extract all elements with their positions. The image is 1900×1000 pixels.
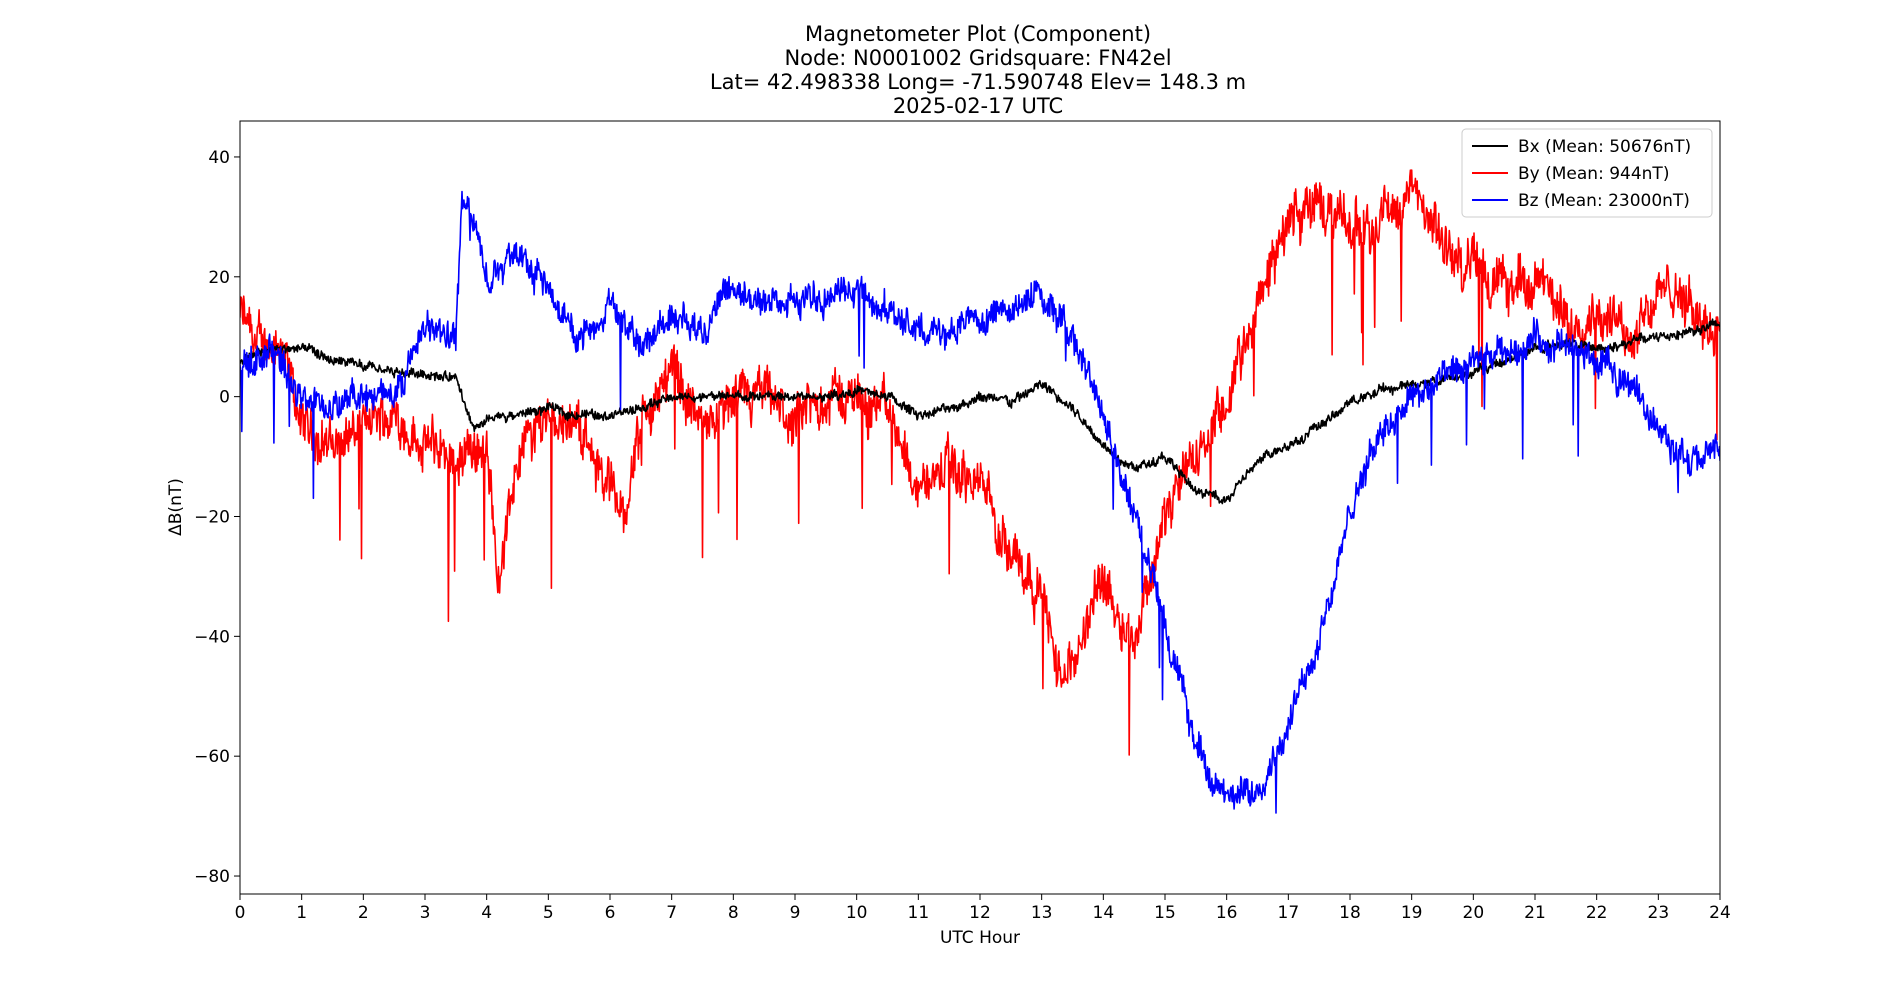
x-tick-label: 17 bbox=[1278, 903, 1300, 923]
x-tick-label: 22 bbox=[1586, 903, 1608, 923]
x-tick-label: 10 bbox=[846, 903, 868, 923]
y-tick-label: 0 bbox=[219, 388, 230, 408]
x-tick-label: 13 bbox=[1031, 903, 1053, 923]
legend-label-0: Bx (Mean: 50676nT) bbox=[1518, 137, 1691, 157]
legend: Bx (Mean: 50676nT) By (Mean: 944nT) Bz (Me… bbox=[1461, 128, 1713, 218]
y-tick-label: 20 bbox=[208, 268, 230, 288]
x-tick-label: 23 bbox=[1648, 903, 1670, 923]
series-layer bbox=[240, 169, 1720, 814]
legend-label-2: Bz (Mean: 23000nT) bbox=[1518, 191, 1690, 211]
x-tick-label: 21 bbox=[1524, 903, 1546, 923]
x-tick-label: 4 bbox=[481, 903, 492, 923]
y-tick-label: −60 bbox=[194, 747, 230, 767]
y-axis: −80 −60 −40 −20 0 20 40 bbox=[194, 148, 240, 887]
plot-area-frame bbox=[239, 120, 1721, 895]
x-axis: 0 1 2 3 4 5 6 7 8 9 10 11 12 13 14 15 16 17 18 19 20 21 22 23 24 bbox=[235, 894, 1731, 923]
series-line-1 bbox=[240, 169, 1720, 756]
x-tick-label: 2 bbox=[358, 903, 369, 923]
x-tick-label: 6 bbox=[605, 903, 616, 923]
title-line-3: Lat= 42.498338 Long= -71.590748 Elev= 14… bbox=[710, 70, 1246, 94]
title-line-1: Magnetometer Plot (Component) bbox=[805, 22, 1151, 46]
x-tick-label: 24 bbox=[1709, 903, 1731, 923]
x-tick-label: 16 bbox=[1216, 903, 1238, 923]
x-tick-label: 8 bbox=[728, 903, 739, 923]
x-tick-label: 7 bbox=[666, 903, 677, 923]
x-tick-label: 9 bbox=[790, 903, 801, 923]
x-tick-label: 0 bbox=[235, 903, 246, 923]
y-tick-label: −40 bbox=[194, 627, 230, 647]
x-tick-label: 20 bbox=[1463, 903, 1485, 923]
series-line-0 bbox=[240, 318, 1720, 505]
x-tick-label: 14 bbox=[1093, 903, 1115, 923]
y-tick-label: −80 bbox=[194, 867, 230, 887]
title-line-4: 2025-02-17 UTC bbox=[893, 94, 1063, 118]
series-line-2 bbox=[240, 190, 1720, 814]
x-tick-label: 18 bbox=[1339, 903, 1361, 923]
x-tick-label: 19 bbox=[1401, 903, 1423, 923]
x-tick-label: 15 bbox=[1154, 903, 1176, 923]
x-tick-label: 1 bbox=[296, 903, 307, 923]
x-tick-label: 5 bbox=[543, 903, 554, 923]
legend-frame bbox=[1461, 128, 1713, 218]
x-axis-label: UTC Hour bbox=[940, 928, 1020, 948]
y-tick-label: 40 bbox=[208, 148, 230, 168]
x-tick-label: 11 bbox=[908, 903, 930, 923]
y-axis-label: ΔB(nT) bbox=[166, 478, 186, 536]
legend-label-1: By (Mean: 944nT) bbox=[1518, 164, 1669, 184]
chart-title: Magnetometer Plot (Component) Node: N000… bbox=[710, 22, 1246, 118]
x-tick-label: 12 bbox=[969, 903, 991, 923]
title-line-2: Node: N0001002 Gridsquare: FN42el bbox=[784, 46, 1171, 70]
x-tick-label: 3 bbox=[420, 903, 431, 923]
y-tick-label: −20 bbox=[194, 507, 230, 527]
